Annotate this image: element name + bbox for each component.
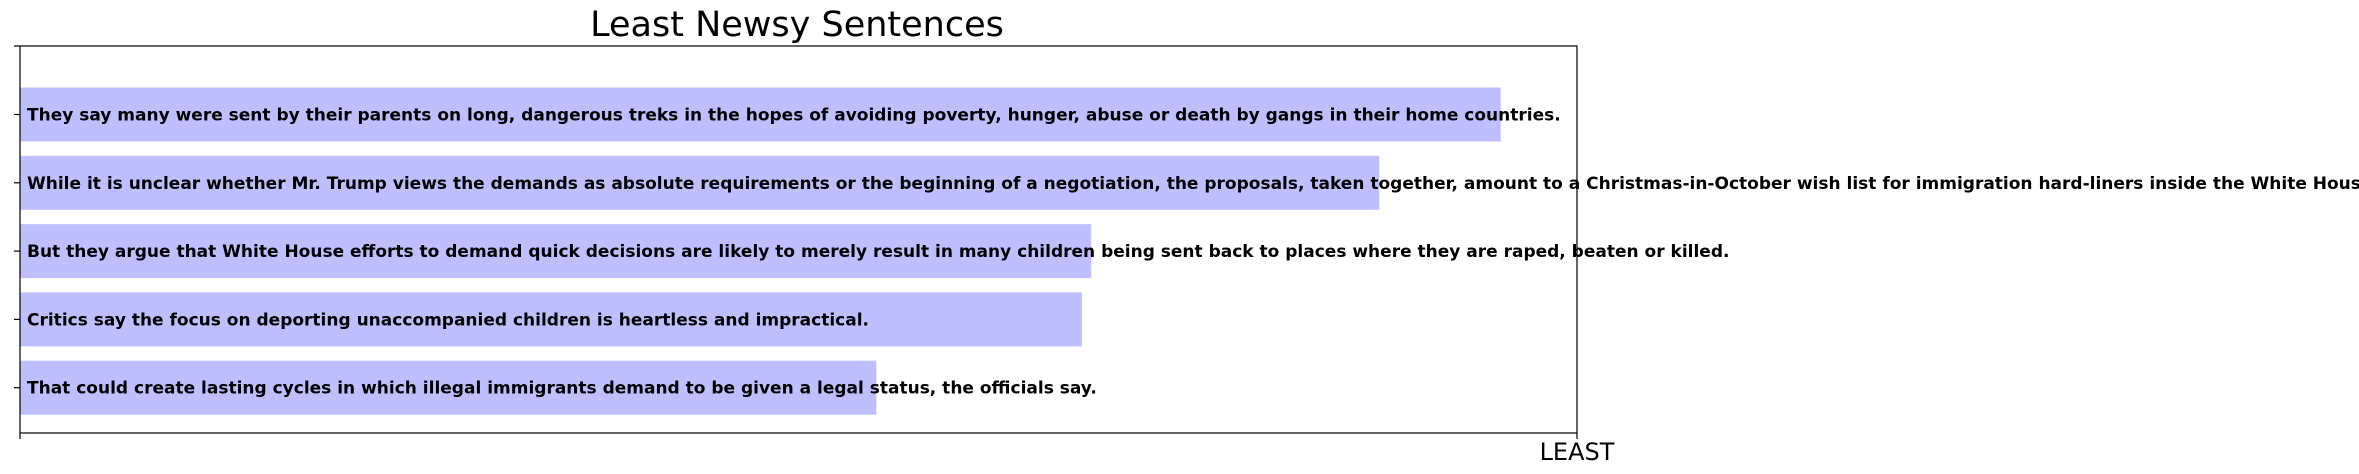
bar-5 <box>20 360 877 415</box>
chart-title: Least Newsy Sentences <box>590 5 1004 45</box>
x-axis-label: LEAST <box>1540 438 1615 466</box>
bars-layer <box>20 87 1501 415</box>
labels-layer: They say many were sent by their parents… <box>27 106 2359 399</box>
bar-label-1: They say many were sent by their parents… <box>27 106 1561 126</box>
plot-frame <box>19 45 1578 434</box>
bar-label-4: Critics say the focus on deporting unacc… <box>27 310 869 330</box>
bar-label-2: While it is unclear whether Mr. Trump vi… <box>27 174 2359 194</box>
bar-label-5: That could create lasting cycles in whic… <box>27 379 1097 399</box>
bar-3 <box>20 224 1092 279</box>
bar-2 <box>20 155 1380 210</box>
bar-1 <box>20 87 1501 142</box>
bar-4 <box>20 292 1082 347</box>
bar-label-3: But they argue that White House efforts … <box>27 242 1729 262</box>
ticks-layer <box>14 45 1578 439</box>
